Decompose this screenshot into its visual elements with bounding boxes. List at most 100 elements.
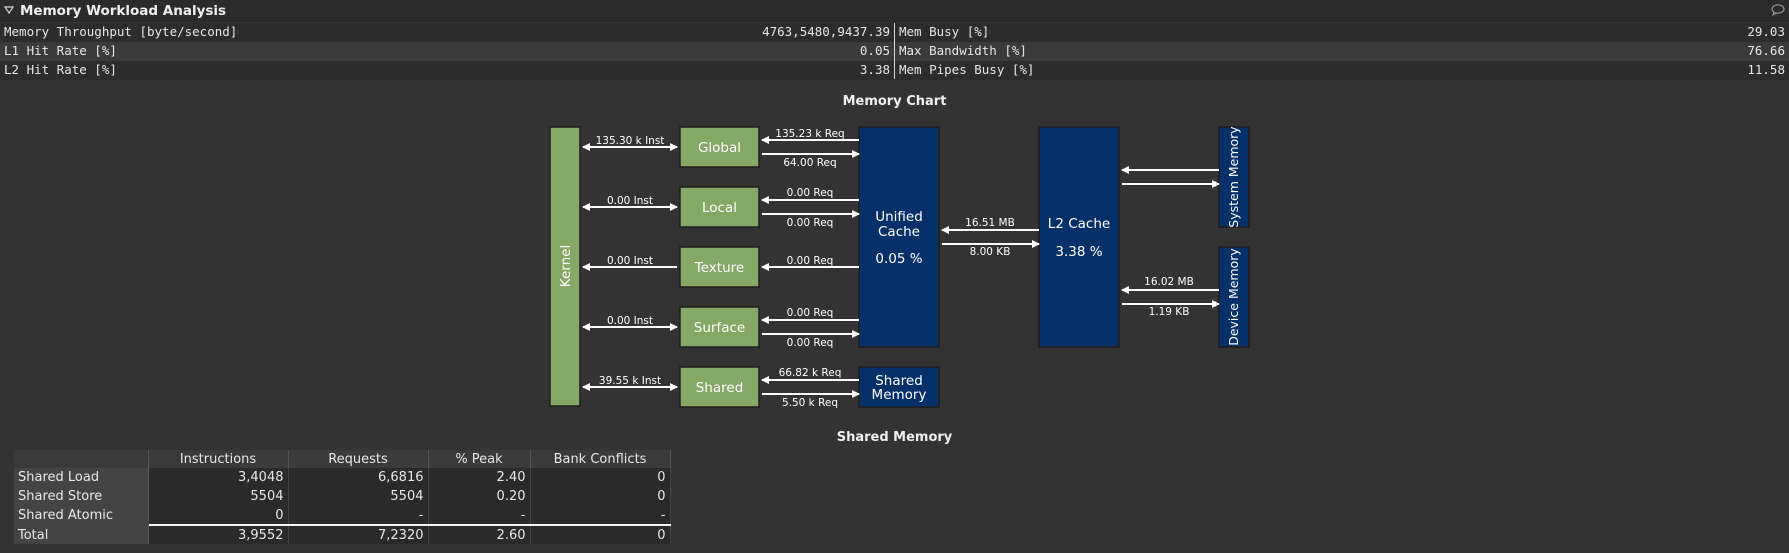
global-req-in-label: 135.23 k Req: [775, 128, 844, 140]
unified-cache-label-1: Unified: [875, 209, 923, 225]
metric-value: 4763,5480,9437.39: [762, 24, 890, 39]
local-req-out-label: 0.00 Req: [787, 217, 834, 229]
l2-out-label: 8.00 KB: [970, 246, 1011, 258]
cell-requests: -: [288, 506, 429, 525]
unified-cache-hit: 0.05 %: [875, 251, 922, 267]
metric-label: L1 Hit Rate [%]: [4, 43, 117, 58]
texture-inst-label: 0.00 Inst: [607, 255, 653, 267]
cell-bank-conflicts: 0: [530, 468, 671, 487]
metric-max-bandwidth: Max Bandwidth [%] 76.66: [895, 42, 1789, 60]
table-row-total[interactable]: Total 3,9552 7,2320 2.60 0: [14, 524, 671, 544]
metric-value: 29.03: [1747, 24, 1785, 39]
cell-bank-conflicts: 0: [530, 524, 671, 544]
shared-memory-box[interactable]: Shared Memory: [858, 366, 940, 408]
metric-label: Mem Pipes Busy [%]: [899, 62, 1035, 77]
section-title: Memory Workload Analysis: [20, 3, 227, 19]
surface-req-out-label: 0.00 Req: [787, 337, 834, 349]
metrics-divider: [894, 23, 895, 79]
table-header-row: Instructions Requests % Peak Bank Confli…: [14, 450, 671, 468]
kernel-box[interactable]: Kernel: [549, 126, 581, 407]
cell-peak: 2.40: [428, 468, 531, 487]
metric-l2-hit-rate: L2 Hit Rate [%] 3.38: [0, 61, 894, 79]
system-memory-box[interactable]: System Memory: [1218, 126, 1250, 228]
texture-box[interactable]: Texture: [679, 246, 760, 288]
cell-instructions: 3,9552: [148, 524, 289, 544]
metric-value: 3.38: [859, 62, 890, 77]
table-row[interactable]: Shared Atomic 0 - - -: [14, 506, 671, 525]
column-header-peak[interactable]: % Peak: [428, 450, 531, 468]
surface-inst-label: 0.00 Inst: [607, 315, 653, 327]
texture-req-in-label: 0.00 Req: [787, 255, 834, 267]
unified-cache-box[interactable]: Unified Cache 0.05 %: [858, 126, 940, 348]
local-req-in-label: 0.00 Req: [787, 187, 834, 199]
shared-inst-label: 39.55 k Inst: [599, 375, 661, 387]
cell-instructions: 5504: [148, 487, 289, 506]
memory-chart-title: Memory Chart: [842, 94, 947, 109]
collapse-chevron-icon[interactable]: [4, 5, 14, 15]
comment-icon[interactable]: [1771, 4, 1785, 16]
metric-memory-throughput: Memory Throughput [byte/second] 4763,548…: [0, 23, 894, 41]
cell-peak: 2.60: [428, 524, 531, 544]
kernel-label: Kernel: [558, 245, 574, 287]
metric-l1-hit-rate: L1 Hit Rate [%] 0.05: [0, 42, 894, 60]
column-header[interactable]: [14, 450, 149, 468]
global-label: Global: [698, 140, 741, 156]
metric-label: Memory Throughput [byte/second]: [4, 24, 238, 39]
texture-label: Texture: [694, 260, 744, 276]
global-box[interactable]: Global: [679, 126, 760, 168]
l2-cache-box[interactable]: L2 Cache 3.38 %: [1038, 126, 1120, 348]
metric-label: L2 Hit Rate [%]: [4, 62, 117, 77]
device-out-label: 1.19 KB: [1149, 306, 1190, 318]
metric-mem-busy: Mem Busy [%] 29.03: [895, 23, 1789, 41]
device-memory-box[interactable]: Device Memory: [1218, 246, 1250, 348]
cell-requests: 7,2320: [288, 524, 429, 544]
shared-box[interactable]: Shared: [679, 366, 760, 408]
cell-instructions: 0: [148, 506, 289, 525]
shared-memory-title: Shared Memory: [836, 430, 953, 445]
row-label: Shared Load: [14, 468, 149, 487]
shared-memory-table: Instructions Requests % Peak Bank Confli…: [14, 450, 671, 544]
cell-requests: 5504: [288, 487, 429, 506]
table-row[interactable]: Shared Load 3,4048 6,6816 2.40 0: [14, 468, 671, 487]
table-row[interactable]: Shared Store 5504 5504 0.20 0: [14, 487, 671, 506]
system-memory-label: System Memory: [1226, 126, 1241, 228]
surface-label: Surface: [694, 320, 745, 336]
row-label: Shared Atomic: [14, 506, 149, 525]
device-memory-label: Device Memory: [1226, 248, 1241, 346]
cell-requests: 6,6816: [288, 468, 429, 487]
column-header-requests[interactable]: Requests: [288, 450, 429, 468]
cell-bank-conflicts: 0: [530, 487, 671, 506]
shared-memory-label-1: Shared: [875, 373, 923, 389]
column-header-bank-conflicts[interactable]: Bank Conflicts: [530, 450, 671, 468]
shared-req-in-label: 66.82 k Req: [779, 367, 842, 379]
metric-mem-pipes-busy: Mem Pipes Busy [%] 11.58: [895, 61, 1789, 79]
row-label: Shared Store: [14, 487, 149, 506]
global-req-out-label: 64.00 Req: [783, 157, 836, 169]
shared-label: Shared: [696, 380, 744, 396]
section-header[interactable]: Memory Workload Analysis: [0, 0, 1789, 22]
row-label: Total: [14, 524, 149, 544]
metric-value: 11.58: [1747, 62, 1785, 77]
cell-instructions: 3,4048: [148, 468, 289, 487]
metric-value: 0.05: [859, 43, 890, 58]
local-inst-label: 0.00 Inst: [607, 195, 653, 207]
metric-label: Mem Busy [%]: [899, 24, 990, 39]
surface-req-in-label: 0.00 Req: [787, 307, 834, 319]
cell-bank-conflicts: -: [530, 506, 671, 525]
shared-memory-label-2: Memory: [872, 387, 927, 403]
global-inst-label: 135.30 k Inst: [596, 135, 665, 147]
metric-value: 76.66: [1747, 43, 1785, 58]
local-label: Local: [702, 200, 737, 216]
surface-box[interactable]: Surface: [679, 306, 760, 348]
device-in-label: 16.02 MB: [1144, 276, 1194, 288]
column-header-instructions[interactable]: Instructions: [148, 450, 289, 468]
local-box[interactable]: Local: [679, 186, 760, 228]
cell-peak: -: [428, 506, 531, 525]
l2-cache-label: L2 Cache: [1048, 216, 1110, 232]
l2-cache-hit: 3.38 %: [1055, 244, 1102, 260]
l2-in-label: 16.51 MB: [965, 217, 1015, 229]
metric-label: Max Bandwidth [%]: [899, 43, 1027, 58]
cell-peak: 0.20: [428, 487, 531, 506]
unified-cache-label-2: Cache: [878, 224, 920, 240]
